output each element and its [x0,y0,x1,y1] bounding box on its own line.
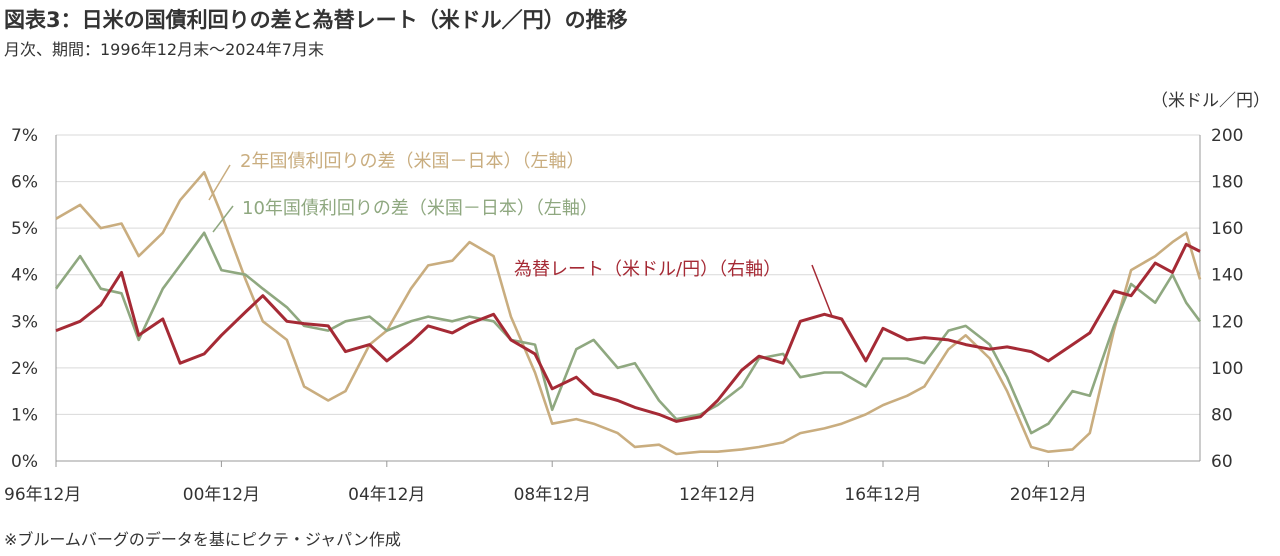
y-left-tick-label: 0% [11,452,38,472]
gridlines [56,134,1200,415]
annotation-leader-fx [811,264,833,317]
annotations: 2年国債利回りの差（米国－日本）（左軸） 10年国債利回りの差（米国－日本）（左軸… [208,151,833,317]
y-right-tick-label: 200 [1211,126,1243,146]
y-right-tick-label: 80 [1211,405,1233,425]
annotation-usdjpy: 為替レート（米ドル/円）（右軸） [514,259,781,280]
y-right-tick-label: 160 [1211,219,1243,239]
source-note: ※ブルームバーグのデータを基にピクテ・ジャパン作成 [4,530,401,549]
x-tick-label: 96年12月 [4,485,81,505]
y-right-tick-label: 140 [1211,266,1243,286]
y-right-tick-label: 100 [1211,359,1243,379]
annotation-leader-2y [208,164,231,201]
chart-title: 図表3：日米の国債利回りの差と為替レート（米ドル／円）の推移 [4,8,628,32]
y-left-tick-label: 7% [11,126,38,146]
x-tick-label: 00年12月 [183,485,260,505]
series-usdjpy-line [55,242,1201,423]
y-left-tick-label: 5% [11,219,38,239]
series-2y-spread-line [55,171,1202,456]
x-tick-label: 08年12月 [514,485,591,505]
chart-subtitle: 月次、期間：1996年12月末～2024年7月末 [4,40,324,59]
y-right-tick-label: 180 [1211,173,1243,193]
y-left-tick-label: 4% [11,266,38,286]
y-right-tick-label: 120 [1211,312,1243,332]
x-tick-label: 04年12月 [348,485,425,505]
axes [55,135,1201,467]
y-right-tick-label: 60 [1211,452,1233,472]
y-left-tick-label: 2% [11,359,38,379]
annotation-2y-spread: 2年国債利回りの差（米国－日本）（左軸） [240,151,584,172]
x-tick-label: 20年12月 [1010,485,1087,505]
y-right-unit-label: （米ドル／円） [1151,91,1270,111]
y-left-tick-label: 6% [11,173,38,193]
x-tick-label: 12年12月 [679,485,756,505]
annotation-10y-spread: 10年国債利回りの差（米国－日本）（左軸） [242,198,598,219]
series-lines [54,171,1202,456]
annotation-leader-10y [212,205,234,233]
y-left-tick-label: 3% [11,312,38,332]
x-tick-label: 16年12月 [844,485,921,505]
series-10y-spread-line [54,231,1202,435]
y-left-tick-label: 1% [11,405,38,425]
tick-labels: 0% 60 1% 80 2% 100 3% 120 4% 140 5% 160 6% 180 7% 200 （米… [4,91,1270,505]
